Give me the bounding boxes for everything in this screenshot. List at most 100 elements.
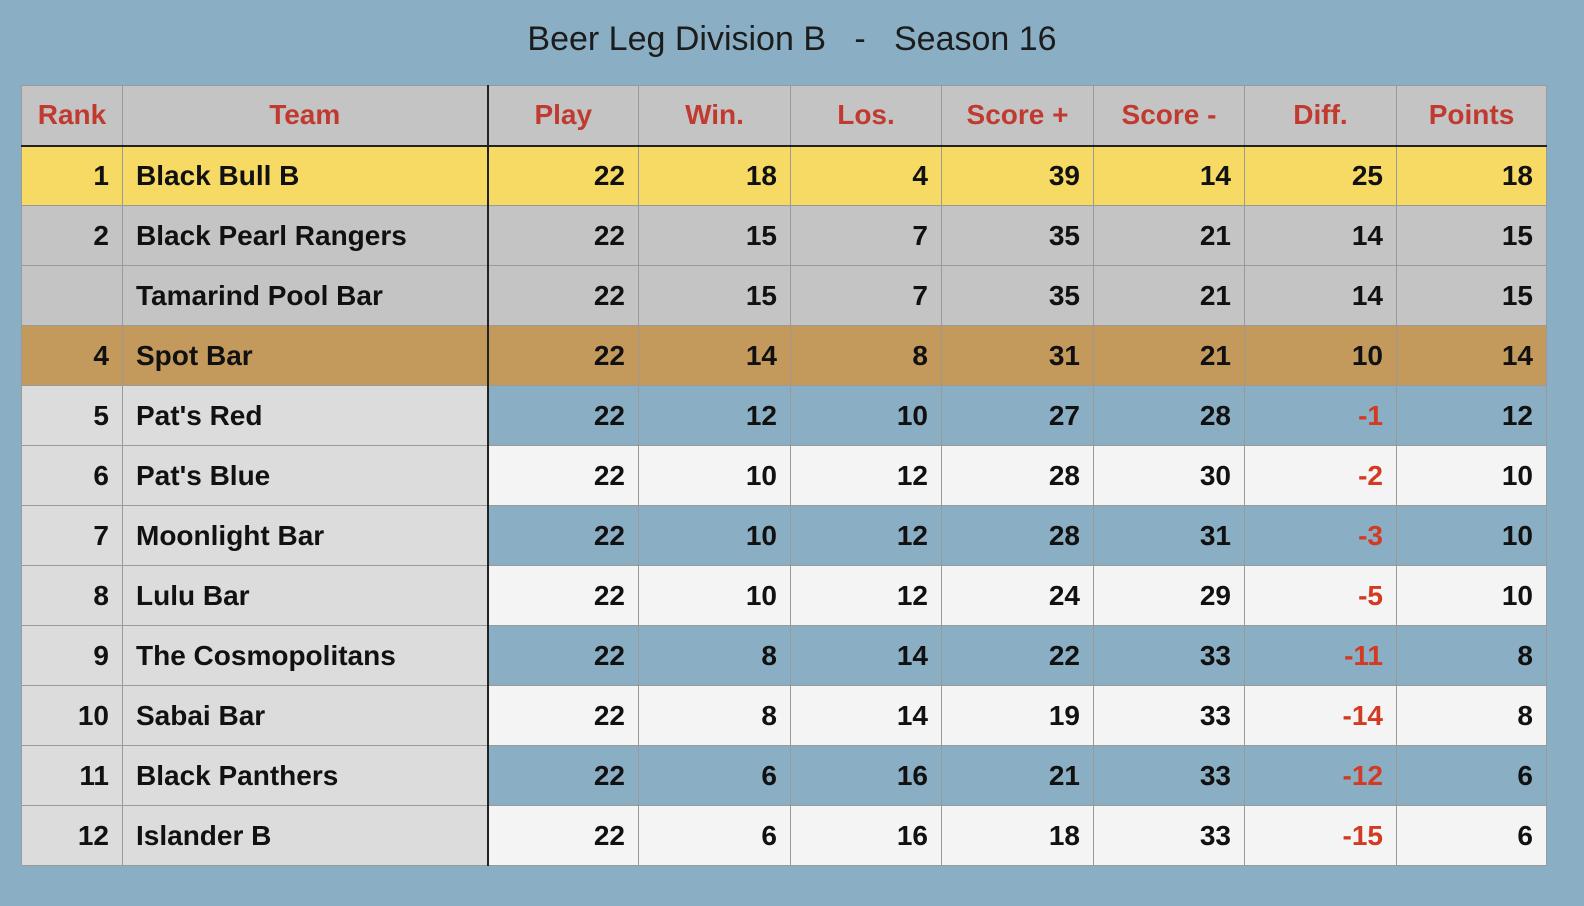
- column-header-los: Los.: [790, 85, 942, 147]
- score-plus-cell: 24: [941, 565, 1094, 626]
- team-cell: Pat's Blue: [122, 445, 489, 506]
- team-cell: The Cosmopolitans: [122, 625, 489, 686]
- los-cell: 14: [790, 625, 942, 686]
- rank-cell: 1: [21, 145, 123, 206]
- score-minus-cell: 14: [1093, 145, 1245, 206]
- score-minus-cell: 30: [1093, 445, 1245, 506]
- column-header-diff: Diff.: [1244, 85, 1397, 147]
- score-plus-cell: 28: [941, 505, 1094, 566]
- column-header-score-minus: Score -: [1093, 85, 1245, 147]
- los-cell: 4: [790, 145, 942, 206]
- play-cell: 22: [487, 385, 639, 446]
- win-cell: 15: [638, 265, 791, 326]
- rank-cell: 7: [21, 505, 123, 566]
- rank-cell: 12: [21, 805, 123, 866]
- diff-cell: -2: [1244, 445, 1397, 506]
- team-cell: Black Panthers: [122, 745, 489, 806]
- column-header-score-plus: Score +: [941, 85, 1094, 147]
- los-cell: 7: [790, 265, 942, 326]
- los-cell: 16: [790, 745, 942, 806]
- team-cell: Spot Bar: [122, 325, 489, 386]
- rank-cell: [21, 265, 123, 326]
- score-plus-cell: 22: [941, 625, 1094, 686]
- score-minus-cell: 21: [1093, 265, 1245, 326]
- team-cell: Sabai Bar: [122, 685, 489, 746]
- score-minus-cell: 29: [1093, 565, 1245, 626]
- win-cell: 8: [638, 625, 791, 686]
- diff-cell: 14: [1244, 205, 1397, 266]
- los-cell: 16: [790, 805, 942, 866]
- rank-cell: 4: [21, 325, 123, 386]
- points-cell: 6: [1396, 805, 1547, 866]
- column-header-win: Win.: [638, 85, 791, 147]
- play-cell: 22: [487, 325, 639, 386]
- column-header-rank: Rank: [21, 85, 123, 147]
- diff-cell: 25: [1244, 145, 1397, 206]
- los-cell: 10: [790, 385, 942, 446]
- diff-cell: -15: [1244, 805, 1397, 866]
- team-cell: Black Pearl Rangers: [122, 205, 489, 266]
- rank-cell: 11: [21, 745, 123, 806]
- score-minus-cell: 28: [1093, 385, 1245, 446]
- points-cell: 18: [1396, 145, 1547, 206]
- diff-cell: 10: [1244, 325, 1397, 386]
- score-minus-cell: 21: [1093, 325, 1245, 386]
- table-row: 12 Islander B 22 6 16 18 33 -15 6: [21, 805, 1547, 866]
- score-plus-cell: 19: [941, 685, 1094, 746]
- points-cell: 8: [1396, 625, 1547, 686]
- points-cell: 14: [1396, 325, 1547, 386]
- play-cell: 22: [487, 625, 639, 686]
- win-cell: 6: [638, 805, 791, 866]
- team-cell: Islander B: [122, 805, 489, 866]
- points-cell: 15: [1396, 265, 1547, 326]
- team-cell: Pat's Red: [122, 385, 489, 446]
- los-cell: 14: [790, 685, 942, 746]
- team-cell: Moonlight Bar: [122, 505, 489, 566]
- score-plus-cell: 27: [941, 385, 1094, 446]
- diff-cell: -3: [1244, 505, 1397, 566]
- team-cell: Lulu Bar: [122, 565, 489, 626]
- score-minus-cell: 31: [1093, 505, 1245, 566]
- table-row: 7 Moonlight Bar 22 10 12 28 31 -3 10: [21, 505, 1547, 566]
- play-cell: 22: [487, 805, 639, 866]
- points-cell: 10: [1396, 565, 1547, 626]
- rank-cell: 9: [21, 625, 123, 686]
- rank-cell: 2: [21, 205, 123, 266]
- page-title: Beer Leg Division B - Season 16: [527, 20, 1057, 58]
- score-plus-cell: 39: [941, 145, 1094, 206]
- table-row: 10 Sabai Bar 22 8 14 19 33 -14 8: [21, 685, 1547, 746]
- play-cell: 22: [487, 445, 639, 506]
- play-cell: 22: [487, 745, 639, 806]
- points-cell: 10: [1396, 445, 1547, 506]
- standings-table: Rank Team Play Win. Los. Score + Score -…: [21, 85, 1547, 866]
- column-header-team: Team: [122, 85, 489, 147]
- win-cell: 14: [638, 325, 791, 386]
- play-cell: 22: [487, 265, 639, 326]
- play-cell: 22: [487, 565, 639, 626]
- rank-cell: 8: [21, 565, 123, 626]
- los-cell: 7: [790, 205, 942, 266]
- score-plus-cell: 21: [941, 745, 1094, 806]
- win-cell: 12: [638, 385, 791, 446]
- los-cell: 12: [790, 445, 942, 506]
- score-plus-cell: 35: [941, 265, 1094, 326]
- rank-cell: 10: [21, 685, 123, 746]
- score-minus-cell: 33: [1093, 745, 1245, 806]
- table-row: 4 Spot Bar 22 14 8 31 21 10 14: [21, 325, 1547, 386]
- rank-cell: 5: [21, 385, 123, 446]
- diff-cell: -11: [1244, 625, 1397, 686]
- score-plus-cell: 18: [941, 805, 1094, 866]
- table-row: 6 Pat's Blue 22 10 12 28 30 -2 10: [21, 445, 1547, 506]
- diff-cell: -14: [1244, 685, 1397, 746]
- diff-cell: 14: [1244, 265, 1397, 326]
- points-cell: 12: [1396, 385, 1547, 446]
- win-cell: 10: [638, 505, 791, 566]
- table-row: 5 Pat's Red 22 12 10 27 28 -1 12: [21, 385, 1547, 446]
- table-row: 11 Black Panthers 22 6 16 21 33 -12 6: [21, 745, 1547, 806]
- score-minus-cell: 33: [1093, 625, 1245, 686]
- rank-cell: 6: [21, 445, 123, 506]
- score-minus-cell: 33: [1093, 685, 1245, 746]
- los-cell: 8: [790, 325, 942, 386]
- win-cell: 8: [638, 685, 791, 746]
- win-cell: 10: [638, 445, 791, 506]
